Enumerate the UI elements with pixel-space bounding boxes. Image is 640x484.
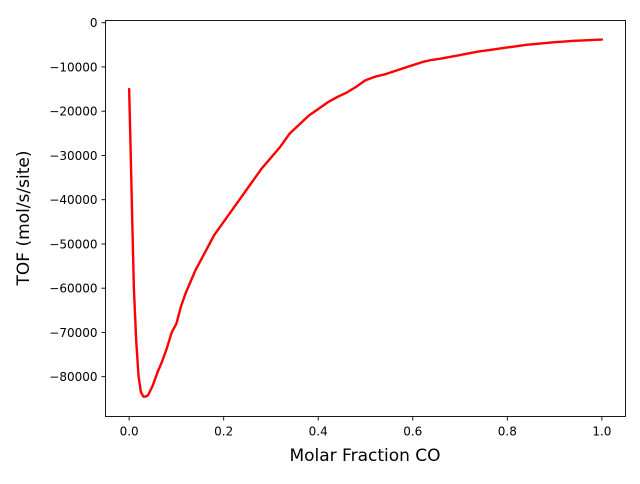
x-tick-label: 0.0 bbox=[120, 425, 139, 439]
y-tick-label: −10000 bbox=[49, 60, 97, 74]
x-tick-label: 0.2 bbox=[214, 425, 233, 439]
x-axis-ticks: 0.0 0.2 0.4 0.6 0.8 1.0 bbox=[120, 416, 611, 439]
y-axis-ticks: 0 −10000 −20000 −30000 −40000 −50000 −60000 −70… bbox=[49, 16, 106, 384]
y-tick-label: −50000 bbox=[49, 237, 97, 251]
y-tick-label: −70000 bbox=[49, 326, 97, 340]
y-tick-label: 0 bbox=[90, 16, 98, 30]
x-tick-label: 0.6 bbox=[403, 425, 422, 439]
x-axis-label: Molar Fraction CO bbox=[289, 446, 440, 466]
y-tick-label: −40000 bbox=[49, 193, 97, 207]
y-tick-label: −20000 bbox=[49, 105, 97, 119]
y-tick-label: −80000 bbox=[49, 370, 97, 384]
x-tick-label: 1.0 bbox=[592, 425, 611, 439]
tof-series-line bbox=[127, 38, 604, 398]
x-tick-label: 0.4 bbox=[309, 425, 328, 439]
plot-area-frame bbox=[105, 20, 626, 417]
y-axis-label: TOF (mol/s/site) bbox=[14, 151, 34, 287]
series-layer bbox=[127, 38, 604, 398]
y-tick-label: −30000 bbox=[49, 149, 97, 163]
y-tick-label: −60000 bbox=[49, 282, 97, 296]
x-tick-label: 0.8 bbox=[498, 425, 517, 439]
